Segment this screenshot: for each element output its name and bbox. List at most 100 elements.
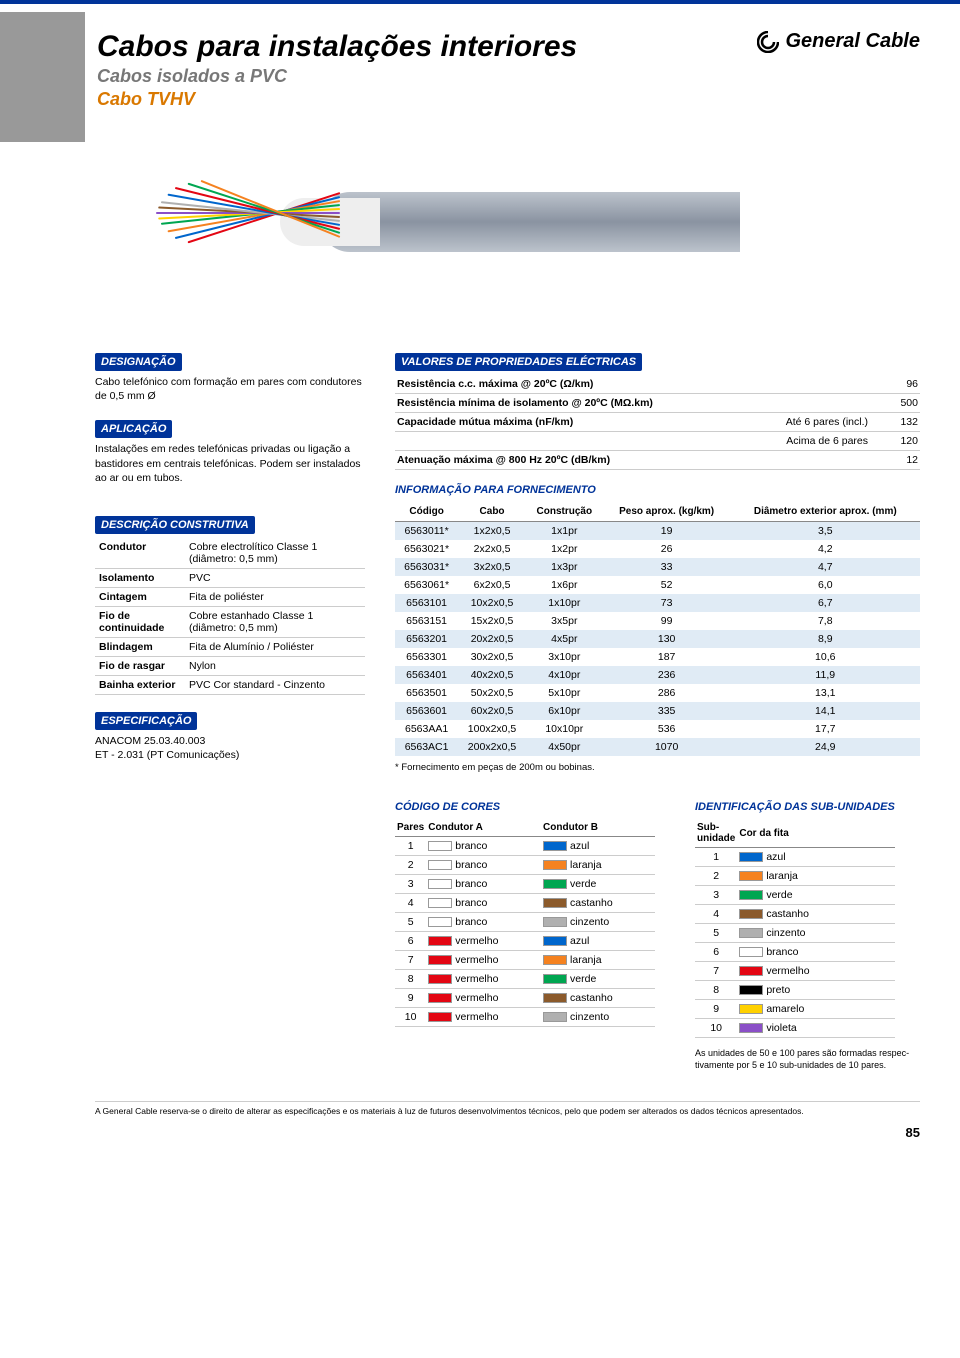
desc-val: PVC	[185, 568, 365, 587]
swatch-icon	[739, 1004, 763, 1014]
cores-a: branco	[426, 856, 541, 875]
supply-td: 1x6pr	[526, 576, 603, 594]
supply-td: 6563061*	[395, 576, 458, 594]
supply-td: 6x10pr	[526, 702, 603, 720]
swatch-icon	[543, 1012, 567, 1022]
supply-td: 99	[603, 612, 731, 630]
supply-td: 6563151	[395, 612, 458, 630]
supply-td: 13,1	[731, 684, 920, 702]
sub-num: 10	[695, 1019, 737, 1038]
sub-th: Sub-unidade	[695, 819, 737, 848]
cores-header: CÓDIGO DE CORES	[395, 801, 655, 813]
cores-a: vermelho	[426, 989, 541, 1008]
sub-th: Cor da fita	[737, 819, 895, 848]
cores-num: 7	[395, 951, 426, 970]
cores-b: verde	[541, 970, 655, 989]
supply-td: 6,0	[731, 576, 920, 594]
supply-td: 6563501	[395, 684, 458, 702]
supply-td: 1x2x0,5	[458, 522, 526, 541]
desc-val: Cobre estanhado Classe 1 (diâmetro: 0,5 …	[185, 606, 365, 637]
desc-val: Fita de poliéster	[185, 587, 365, 606]
designacao-text: Cabo telefónico com formação em pares co…	[95, 375, 365, 403]
supply-td: 6x2x0,5	[458, 576, 526, 594]
swatch-icon	[543, 860, 567, 870]
supply-td: 1x2pr	[526, 540, 603, 558]
cores-a: vermelho	[426, 932, 541, 951]
cores-num: 6	[395, 932, 426, 951]
cores-b: laranja	[541, 856, 655, 875]
sub-color: amarelo	[737, 1000, 895, 1019]
supply-td: 17,7	[731, 720, 920, 738]
supply-td: 14,1	[731, 702, 920, 720]
swatch-icon	[739, 890, 763, 900]
elec-val: 120	[870, 432, 920, 451]
supply-td: 40x2x0,5	[458, 666, 526, 684]
cores-b: castanho	[541, 894, 655, 913]
cores-th: Condutor A	[426, 819, 541, 837]
supply-td: 50x2x0,5	[458, 684, 526, 702]
sub-color: laranja	[737, 867, 895, 886]
sub-color: castanho	[737, 905, 895, 924]
sub-color: violeta	[737, 1019, 895, 1038]
sub-num: 7	[695, 962, 737, 981]
swatch-icon	[739, 985, 763, 995]
cores-a: vermelho	[426, 970, 541, 989]
supply-td: 6563011*	[395, 522, 458, 541]
title-block: Cabos para instalações interiores Cabos …	[97, 12, 757, 110]
cores-num: 2	[395, 856, 426, 875]
supply-td: 4x50pr	[526, 738, 603, 756]
cores-table: ParesCondutor ACondutor B1brancoazul2bra…	[395, 819, 655, 1027]
cores-a: branco	[426, 913, 541, 932]
elec-mid: Até 6 pares (incl.)	[752, 413, 870, 432]
brand-name: General Cable	[785, 30, 920, 53]
cores-num: 1	[395, 837, 426, 856]
sub-num: 4	[695, 905, 737, 924]
supply-td: 3,5	[731, 522, 920, 541]
supply-td: 6563201	[395, 630, 458, 648]
swatch-icon	[428, 974, 452, 984]
sub-num: 6	[695, 943, 737, 962]
swatch-icon	[543, 879, 567, 889]
supply-td: 236	[603, 666, 731, 684]
cores-a: branco	[426, 894, 541, 913]
supply-td: 52	[603, 576, 731, 594]
swatch-icon	[428, 879, 452, 889]
elec-key: Capacidade mútua máxima (nF/km)	[395, 413, 752, 432]
header: Cabos para instalações interiores Cabos …	[0, 12, 960, 142]
swatch-icon	[543, 841, 567, 851]
sub-color: azul	[737, 848, 895, 867]
subunidades-table: Sub-unidadeCor da fita1azul2laranja3verd…	[695, 819, 895, 1038]
logo-icon	[757, 31, 779, 53]
swatch-icon	[739, 871, 763, 881]
cores-b: cinzento	[541, 913, 655, 932]
fornecimento-table: CódigoCaboConstruçãoPeso aprox. (kg/km)D…	[395, 502, 920, 756]
designacao-header: DESIGNAÇÃO	[95, 353, 182, 371]
swatch-icon	[543, 993, 567, 1003]
supply-td: 1x10pr	[526, 594, 603, 612]
supply-td: 130	[603, 630, 731, 648]
swatch-icon	[428, 993, 452, 1003]
supply-td: 4,7	[731, 558, 920, 576]
sub-color: branco	[737, 943, 895, 962]
cores-num: 4	[395, 894, 426, 913]
supply-td: 26	[603, 540, 731, 558]
supply-th: Construção	[526, 502, 603, 522]
swatch-icon	[428, 917, 452, 927]
supply-td: 10,6	[731, 648, 920, 666]
swatch-icon	[739, 1023, 763, 1033]
especificacao-text: ANACOM 25.03.40.003ET - 2.031 (PT Comuni…	[95, 734, 365, 762]
supply-td: 30x2x0,5	[458, 648, 526, 666]
supply-td: 536	[603, 720, 731, 738]
supply-td: 200x2x0,5	[458, 738, 526, 756]
aplicacao-header: APLICAÇÃO	[95, 420, 172, 438]
desc-key: Isolamento	[95, 568, 185, 587]
supply-td: 6563031*	[395, 558, 458, 576]
swatch-icon	[428, 860, 452, 870]
descricao-header: DESCRIÇÃO CONSTRUTIVA	[95, 516, 255, 534]
cable-jacket	[320, 192, 740, 252]
cores-b: cinzento	[541, 1008, 655, 1027]
supply-td: 4x5pr	[526, 630, 603, 648]
disclaimer: A General Cable reserva-se o direito de …	[95, 1101, 920, 1117]
sub-color: cinzento	[737, 924, 895, 943]
valores-header: VALORES DE PROPRIEDADES ELÉCTRICAS	[395, 353, 642, 371]
